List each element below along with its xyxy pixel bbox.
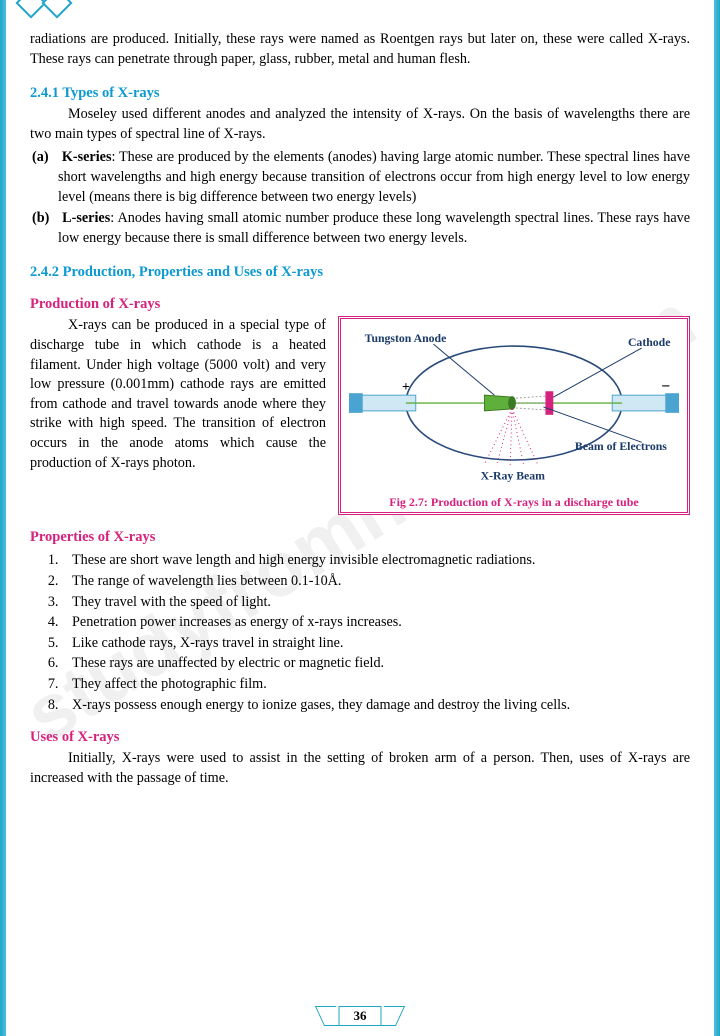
label-cathode: Cathode: [628, 336, 670, 349]
types-body: Moseley used different anodes and analyz…: [30, 105, 690, 144]
text-k: : These are produced by the elements (an…: [58, 149, 690, 204]
properties-list: These are short wave length and high ene…: [62, 551, 690, 715]
heading-ppu: 2.4.2 Production, Properties and Uses of…: [30, 262, 690, 282]
header-decoration: [20, 0, 100, 20]
prop-4: Penetration power increases as energy of…: [62, 613, 690, 633]
page-number: 36: [339, 1006, 382, 1026]
prop-5: Like cathode rays, X-rays travel in stra…: [62, 634, 690, 654]
minus-sign: −: [661, 379, 670, 396]
marker-b: (b): [32, 209, 58, 229]
prop-8: X-rays possess enough energy to ionize g…: [62, 696, 690, 716]
label-l: L-series: [62, 210, 110, 226]
label-beam: Beam of Electrons: [575, 441, 667, 454]
production-text: X-rays can be produced in a special type…: [30, 316, 326, 477]
list-item-k: (a) K-series: These are produced by the …: [58, 148, 690, 207]
label-xray: X-Ray Beam: [481, 470, 546, 483]
intro-paragraph: radiations are produced. Initially, thes…: [30, 30, 690, 69]
heading-types: 2.4.1 Types of X-rays: [30, 83, 690, 103]
production-row: X-rays can be produced in a special type…: [30, 316, 690, 515]
figure-box: + − Tungston Anode Cathode X-Ray Beam Be…: [338, 316, 690, 515]
text-l: : Anodes having small atomic number prod…: [58, 210, 690, 246]
prop-7: They affect the photographic film.: [62, 675, 690, 695]
heading-properties: Properties of X-rays: [30, 527, 690, 547]
plus-sign: +: [402, 380, 410, 395]
prop-1: These are short wave length and high ene…: [62, 551, 690, 571]
xray-diagram: + − Tungston Anode Cathode X-Ray Beam Be…: [347, 325, 681, 485]
list-item-l: (b) L-series: Anodes having small atomic…: [58, 209, 690, 248]
uses-body: Initially, X-rays were used to assist in…: [30, 749, 690, 788]
heading-uses: Uses of X-rays: [30, 727, 690, 747]
production-body: X-rays can be produced in a special type…: [30, 316, 326, 473]
page-border-left: [0, 0, 6, 1036]
prop-2: The range of wavelength lies between 0.1…: [62, 572, 690, 592]
page-border-right: [714, 0, 720, 1036]
marker-a: (a): [32, 148, 58, 168]
heading-production: Production of X-rays: [30, 294, 690, 314]
page-content: radiations are produced. Initially, thes…: [0, 0, 720, 788]
label-k: K-series: [62, 149, 112, 165]
label-anode: Tungston Anode: [365, 332, 447, 345]
prop-3: They travel with the speed of light.: [62, 593, 690, 613]
figure-caption: Fig 2.7: Production of X-rays in a disch…: [347, 494, 681, 511]
prop-6: These rays are unaffected by electric or…: [62, 654, 690, 674]
types-list: (a) K-series: These are produced by the …: [58, 148, 690, 248]
